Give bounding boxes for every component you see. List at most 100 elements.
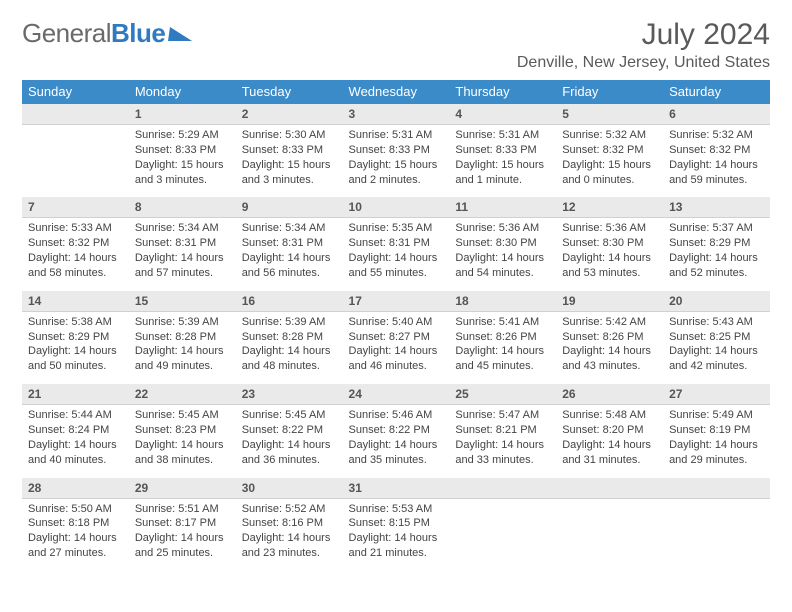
day-info-cell: Sunrise: 5:30 AMSunset: 8:33 PMDaylight:… (236, 125, 343, 198)
day-info-cell: Sunrise: 5:38 AMSunset: 8:29 PMDaylight:… (22, 311, 129, 384)
sunrise-text: Sunrise: 5:47 AM (455, 408, 550, 423)
location-subtitle: Denville, New Jersey, United States (517, 54, 770, 72)
day-header: Tuesday (236, 80, 343, 104)
sunset-text: Sunset: 8:33 PM (455, 143, 550, 158)
day-header: Wednesday (343, 80, 450, 104)
date-row: 123456 (22, 104, 770, 125)
sunset-text: Sunset: 8:33 PM (349, 143, 444, 158)
daylight-text: Daylight: 14 hours and 33 minutes. (455, 438, 550, 468)
daylight-text: Daylight: 14 hours and 53 minutes. (562, 251, 657, 281)
brand-part2: Blue (111, 18, 165, 49)
info-row: Sunrise: 5:44 AMSunset: 8:24 PM Daylight:… (22, 405, 770, 478)
sunrise-text: Sunrise: 5:39 AM (242, 315, 337, 330)
date-cell: 29 (129, 478, 236, 499)
sunrise-text: Sunrise: 5:53 AM (349, 502, 444, 517)
date-cell: 21 (22, 384, 129, 405)
daylight-text: Daylight: 14 hours and 56 minutes. (242, 251, 337, 281)
date-cell (663, 478, 770, 499)
daylight-text: Daylight: 14 hours and 58 minutes. (28, 251, 123, 281)
day-info-cell: Sunrise: 5:47 AMSunset: 8:21 PMDaylight:… (449, 405, 556, 478)
day-info-cell: Sunrise: 5:40 AMSunset: 8:27 PMDaylight:… (343, 311, 450, 384)
daylight-text: Daylight: 14 hours and 54 minutes. (455, 251, 550, 281)
sunset-text: Sunset: 8:22 PM (242, 423, 337, 438)
date-cell: 17 (343, 291, 450, 312)
date-cell: 5 (556, 104, 663, 125)
day-info-cell (22, 125, 129, 198)
sunrise-text: Sunrise: 5:44 AM (28, 408, 123, 423)
sunrise-text: Sunrise: 5:41 AM (455, 315, 550, 330)
sunset-text: Sunset: 8:32 PM (562, 143, 657, 158)
sunrise-text: Sunrise: 5:34 AM (135, 221, 230, 236)
date-cell: 10 (343, 197, 450, 218)
daylight-text: Daylight: 14 hours and 43 minutes. (562, 344, 657, 374)
sunset-text: Sunset: 8:24 PM (28, 423, 123, 438)
day-header: Sunday (22, 80, 129, 104)
date-cell: 20 (663, 291, 770, 312)
sunset-text: Sunset: 8:21 PM (455, 423, 550, 438)
info-row: Sunrise: 5:29 AMSunset: 8:33 PMDaylight:… (22, 125, 770, 198)
daylight-text: Daylight: 14 hours and 36 minutes. (242, 438, 337, 468)
day-info-cell: Sunrise: 5:31 AMSunset: 8:33 PMDaylight:… (343, 125, 450, 198)
day-info-cell: Sunrise: 5:52 AMSunset: 8:16 PMDaylight:… (236, 498, 343, 571)
day-info-cell (663, 498, 770, 571)
info-row: Sunrise: 5:33 AMSunset: 8:32 PMDaylight:… (22, 218, 770, 291)
calendar-page: GeneralBlue July 2024 Denville, New Jers… (0, 0, 792, 581)
sunrise-text: Sunrise: 5:39 AM (135, 315, 230, 330)
day-header: Thursday (449, 80, 556, 104)
day-info-cell: Sunrise: 5:34 AMSunset: 8:31 PMDaylight:… (129, 218, 236, 291)
sunset-text: Sunset: 8:28 PM (135, 330, 230, 345)
sunrise-text: Sunrise: 5:49 AM (669, 408, 764, 423)
daylight-text: Daylight: 14 hours and 35 minutes. (349, 438, 444, 468)
day-info-cell: Sunrise: 5:46 AMSunset: 8:22 PMDaylight:… (343, 405, 450, 478)
sunset-text: Sunset: 8:20 PM (562, 423, 657, 438)
date-cell (22, 104, 129, 125)
day-info-cell: Sunrise: 5:32 AMSunset: 8:32 PMDaylight:… (663, 125, 770, 198)
date-cell: 9 (236, 197, 343, 218)
date-cell: 13 (663, 197, 770, 218)
date-cell: 4 (449, 104, 556, 125)
date-cell: 8 (129, 197, 236, 218)
sunrise-text: Sunrise: 5:38 AM (28, 315, 123, 330)
sunset-text: Sunset: 8:26 PM (455, 330, 550, 345)
sunset-text: Sunset: 8:18 PM (28, 516, 123, 531)
date-cell (556, 478, 663, 499)
date-cell: 11 (449, 197, 556, 218)
sunset-text: Sunset: 8:29 PM (28, 330, 123, 345)
date-row: 28293031 (22, 478, 770, 499)
day-info-cell: Sunrise: 5:36 AMSunset: 8:30 PMDaylight:… (556, 218, 663, 291)
daylight-text: Daylight: 14 hours and 29 minutes. (669, 438, 764, 468)
day-info-cell: Sunrise: 5:53 AMSunset: 8:15 PMDaylight:… (343, 498, 450, 571)
daylight-text: Daylight: 14 hours and 48 minutes. (242, 344, 337, 374)
sunset-text: Sunset: 8:28 PM (242, 330, 337, 345)
sunset-text: Sunset: 8:32 PM (669, 143, 764, 158)
day-info-cell: Sunrise: 5:35 AMSunset: 8:31 PMDaylight:… (343, 218, 450, 291)
info-row: Sunrise: 5:38 AMSunset: 8:29 PM Daylight:… (22, 311, 770, 384)
sunset-text: Sunset: 8:23 PM (135, 423, 230, 438)
daylight-text: Daylight: 14 hours and 27 minutes. (28, 531, 123, 561)
day-info-cell: Sunrise: 5:37 AMSunset: 8:29 PMDaylight:… (663, 218, 770, 291)
sunrise-text: Sunrise: 5:34 AM (242, 221, 337, 236)
daylight-text: Daylight: 14 hours and 38 minutes. (135, 438, 230, 468)
date-cell: 25 (449, 384, 556, 405)
daylight-text: Daylight: 15 hours and 3 minutes. (135, 158, 230, 188)
date-cell: 19 (556, 291, 663, 312)
day-info-cell (556, 498, 663, 571)
sunset-text: Sunset: 8:25 PM (669, 330, 764, 345)
date-cell: 2 (236, 104, 343, 125)
date-cell: 28 (22, 478, 129, 499)
date-cell: 14 (22, 291, 129, 312)
sunset-text: Sunset: 8:31 PM (349, 236, 444, 251)
sunset-text: Sunset: 8:26 PM (562, 330, 657, 345)
date-row: 21222324252627 (22, 384, 770, 405)
sunrise-text: Sunrise: 5:45 AM (242, 408, 337, 423)
day-info-cell: Sunrise: 5:29 AMSunset: 8:33 PMDaylight:… (129, 125, 236, 198)
sunset-text: Sunset: 8:22 PM (349, 423, 444, 438)
sunrise-text: Sunrise: 5:32 AM (562, 128, 657, 143)
daylight-text: Daylight: 15 hours and 2 minutes. (349, 158, 444, 188)
logo-triangle-icon (168, 27, 194, 41)
date-cell: 1 (129, 104, 236, 125)
brand-part1: General (22, 18, 111, 49)
daylight-text: Daylight: 14 hours and 57 minutes. (135, 251, 230, 281)
daylight-text: Daylight: 14 hours and 21 minutes. (349, 531, 444, 561)
sunrise-text: Sunrise: 5:37 AM (669, 221, 764, 236)
